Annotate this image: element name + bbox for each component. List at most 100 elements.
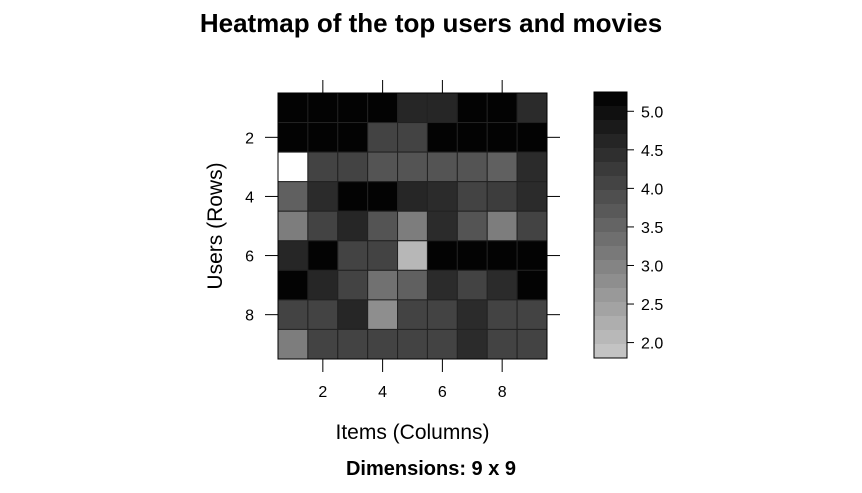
heatmap-cell — [277, 151, 309, 183]
heatmap-cell — [337, 122, 369, 153]
heatmap-cell — [486, 328, 518, 360]
heatmap-cell — [516, 299, 548, 330]
colorbar-tick-label: 4.0 — [641, 181, 663, 198]
heatmap-cell — [337, 210, 369, 242]
heatmap-cell — [516, 151, 548, 183]
colorbar-tick-label: 2.5 — [641, 297, 663, 314]
colorbar-swatch — [594, 190, 627, 205]
heatmap-cell — [307, 122, 339, 153]
y-axis-label: Users (Rows) — [204, 162, 227, 289]
heatmap-cell — [277, 240, 309, 271]
heatmap-cell — [367, 122, 399, 153]
colorbar-swatch — [594, 148, 627, 163]
heatmap-cell — [486, 210, 518, 242]
y-tick-label: 2 — [245, 130, 254, 147]
colorbar-swatch — [594, 232, 627, 247]
x-tick-label: 6 — [438, 384, 447, 401]
colorbar: 5.0 4.5 4.0 3.5 3.0 2.5 2.0 — [593, 91, 663, 359]
heatmap-cell — [307, 92, 339, 124]
colorbar-tick-label: 3.0 — [641, 258, 663, 275]
heatmap-cell — [397, 328, 428, 360]
heatmap-cell — [516, 210, 548, 242]
colorbar-swatch — [594, 162, 627, 177]
heatmap-cell — [516, 122, 548, 153]
heatmap-cell — [486, 240, 518, 271]
colorbar-tick-label: 2.0 — [641, 336, 663, 353]
colorbar-swatch — [594, 246, 627, 261]
heatmap-cell — [486, 181, 518, 212]
heatmap-cell — [367, 151, 399, 183]
heatmap-cell — [397, 122, 428, 153]
heatmap-cell — [337, 328, 369, 360]
heatmap-cell — [307, 269, 339, 301]
colorbar-tick-label: 5.0 — [641, 104, 663, 121]
x-tick-label: 8 — [498, 384, 507, 401]
colorbar-swatch — [594, 218, 627, 233]
heatmap-cell — [516, 240, 548, 271]
heatmap-cell — [337, 240, 369, 271]
heatmap-cell — [426, 122, 458, 153]
colorbar-swatch — [594, 204, 627, 219]
heatmap-cell — [456, 269, 488, 301]
heatmap-cells — [277, 92, 548, 360]
colorbar-swatch — [594, 344, 627, 359]
heatmap-cell — [307, 328, 339, 360]
x-axis-label: Items (Columns) — [335, 421, 489, 444]
heatmap-cell — [426, 210, 458, 242]
dimensions-caption: Dimensions: 9 x 9 — [345, 458, 517, 480]
heatmap-cell — [456, 210, 488, 242]
axes: 2 4 6 8 2 4 6 8 — [245, 80, 560, 401]
heatmap-cell — [277, 210, 309, 242]
heatmap-cell — [397, 181, 428, 212]
heatmap-cell — [367, 210, 399, 242]
heatmap-cell — [426, 328, 458, 360]
heatmap-cell — [367, 92, 399, 124]
heatmap-cell — [426, 299, 458, 330]
heatmap-cell — [456, 181, 488, 212]
colorbar-swatch — [594, 92, 627, 107]
heatmap-cell — [516, 92, 548, 124]
colorbar-swatch — [594, 302, 627, 317]
heatmap-cell — [367, 328, 399, 360]
colorbar-swatch — [594, 106, 627, 121]
heatmap-cell — [337, 181, 369, 212]
heatmap-cell — [456, 122, 488, 153]
heatmap-cell — [337, 92, 369, 124]
heatmap-cell — [337, 299, 369, 330]
heatmap-cell — [486, 299, 518, 330]
heatmap-cell — [456, 92, 488, 124]
heatmap-cell — [367, 240, 399, 271]
heatmap-cell — [456, 151, 488, 183]
heatmap-cell — [486, 122, 518, 153]
heatmap-cell — [426, 181, 458, 212]
heatmap-cell — [397, 210, 428, 242]
heatmap-cell — [456, 299, 488, 330]
heatmap-cell — [337, 269, 369, 301]
heatmap-cell — [367, 299, 399, 330]
x-tick-label: 2 — [318, 384, 327, 401]
y-tick-label: 4 — [245, 189, 254, 206]
heatmap-cell — [426, 92, 458, 124]
colorbar-swatch — [594, 120, 627, 135]
colorbar-swatch — [594, 288, 627, 303]
chart-title: Heatmap of the top users and movies — [199, 8, 663, 38]
x-tick-label: 4 — [378, 384, 387, 401]
colorbar-frame — [593, 91, 628, 359]
y-tick-label: 6 — [245, 249, 254, 266]
heatmap-frame — [277, 92, 548, 360]
heatmap-cell — [277, 92, 309, 124]
heatmap-cell — [307, 151, 339, 183]
heatmap-cell — [516, 181, 548, 212]
heatmap-cell — [367, 269, 399, 301]
heatmap-cell — [516, 328, 548, 360]
heatmap-cell — [516, 269, 548, 301]
colorbar-tick-label: 3.5 — [641, 220, 663, 237]
heatmap-cell — [277, 328, 309, 360]
heatmap-cell — [456, 240, 488, 271]
heatmap-cell — [277, 122, 309, 153]
colorbar-swatch — [594, 330, 627, 345]
colorbar-swatch — [594, 260, 627, 275]
heatmap-cell — [307, 240, 339, 271]
heatmap-cell — [486, 151, 518, 183]
